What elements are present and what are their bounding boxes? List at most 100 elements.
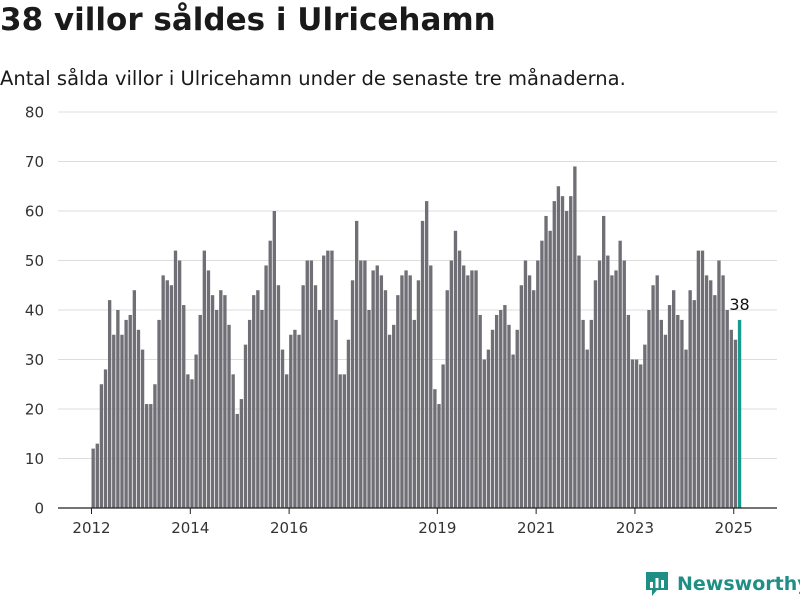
bar — [91, 448, 95, 508]
x-tick-label: 2012 — [72, 519, 110, 537]
bar — [577, 255, 581, 508]
bar — [235, 413, 239, 508]
bar — [606, 255, 610, 508]
bar — [548, 230, 552, 509]
bar — [219, 290, 223, 508]
bar — [462, 265, 466, 508]
bar — [227, 324, 231, 508]
bar — [177, 260, 182, 508]
bar — [194, 354, 198, 508]
bar — [128, 314, 132, 508]
bar — [231, 374, 235, 508]
bar — [700, 250, 705, 508]
bar — [387, 334, 392, 508]
bar — [173, 250, 178, 508]
bar — [532, 290, 536, 508]
bar — [433, 389, 437, 508]
bar — [503, 305, 507, 508]
bar — [367, 310, 371, 508]
bar — [717, 260, 721, 508]
bar — [696, 250, 701, 508]
bar — [317, 310, 322, 508]
x-tick-label: 2021 — [517, 519, 555, 537]
newsworthy-logo[interactable]: Newsworthy — [644, 568, 800, 600]
bar — [560, 196, 565, 508]
y-tick-label: 20 — [25, 401, 44, 419]
bar — [643, 344, 647, 508]
bar — [243, 344, 248, 508]
bar — [667, 305, 672, 508]
bar — [346, 339, 351, 508]
bar — [145, 404, 149, 508]
bar — [293, 329, 297, 508]
x-tick-label: 2023 — [616, 519, 654, 537]
bar — [392, 324, 396, 508]
bar — [420, 220, 425, 508]
bar — [342, 374, 346, 508]
bar — [614, 270, 618, 508]
bar — [186, 374, 190, 508]
bar — [680, 319, 684, 508]
bar — [511, 354, 515, 508]
bar — [313, 285, 318, 508]
bar — [552, 201, 556, 508]
bar — [140, 349, 145, 508]
bar — [466, 275, 470, 508]
bar — [412, 319, 416, 508]
bar — [116, 310, 120, 508]
bar — [676, 314, 680, 508]
bar — [363, 260, 367, 508]
bar — [161, 275, 165, 508]
y-axis-tick-labels: 0 10 20 30 40 50 60 70 80 — [25, 104, 44, 518]
bar — [354, 220, 359, 508]
newsworthy-logo-icon — [646, 572, 668, 596]
bar — [651, 285, 655, 508]
y-tick-label: 50 — [25, 252, 44, 270]
bars — [91, 166, 742, 509]
bar — [659, 319, 663, 508]
bar — [729, 329, 733, 508]
bar — [482, 359, 486, 508]
bar — [602, 215, 606, 508]
bar — [153, 384, 157, 508]
bar — [280, 349, 285, 508]
bar — [429, 265, 433, 508]
bar — [136, 329, 141, 508]
bar — [330, 250, 334, 508]
bar — [112, 334, 116, 508]
bar — [285, 374, 289, 508]
bar — [326, 250, 330, 508]
bar — [474, 270, 478, 508]
bar — [157, 319, 161, 508]
bar — [375, 265, 379, 508]
bar — [569, 196, 573, 508]
latest-value-label: 38 — [729, 295, 749, 314]
bar — [470, 270, 474, 508]
bar — [202, 250, 207, 508]
bar — [626, 314, 631, 508]
bar — [408, 275, 412, 508]
bar — [593, 280, 598, 508]
bar — [247, 319, 252, 508]
bar — [630, 359, 635, 508]
bar — [725, 310, 729, 508]
bar — [441, 364, 445, 508]
bar — [223, 295, 227, 508]
bar — [264, 265, 268, 508]
bar — [544, 215, 548, 508]
bar — [256, 290, 260, 508]
bar — [400, 275, 404, 508]
bar — [210, 295, 215, 508]
bar — [490, 329, 495, 508]
bar — [190, 379, 194, 508]
bar — [297, 334, 301, 508]
bar — [149, 404, 153, 508]
y-tick-label: 10 — [25, 450, 44, 468]
bar — [684, 349, 688, 508]
bar — [478, 314, 482, 508]
bar — [120, 334, 124, 508]
bar — [289, 334, 293, 508]
bar — [169, 285, 174, 508]
bar — [276, 285, 281, 508]
brand-name: Newsworthy — [677, 573, 800, 595]
